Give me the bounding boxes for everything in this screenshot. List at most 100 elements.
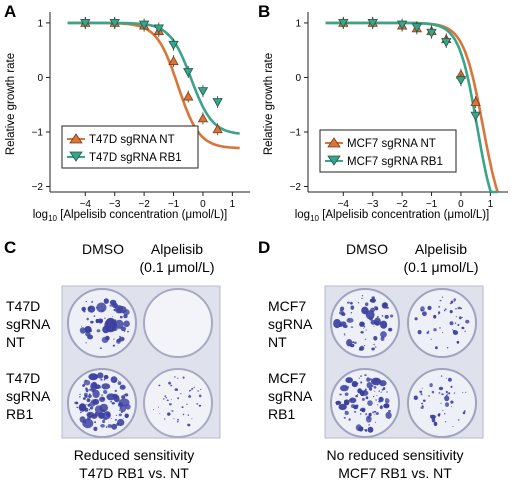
colony — [350, 305, 355, 310]
legend-label-nt-a: T47D sgRNA NT — [89, 134, 175, 146]
x-tick-label-a: −3 — [109, 199, 121, 210]
colony — [197, 390, 199, 392]
colony — [438, 392, 441, 394]
row-label-d-1-line3: NT — [268, 334, 287, 350]
x-tick-label-b: 0 — [458, 199, 464, 210]
colony — [360, 331, 364, 334]
colony — [92, 389, 100, 399]
data-point-b-rb1 — [470, 111, 481, 121]
colony — [187, 423, 191, 427]
colony — [377, 315, 379, 318]
x-axis-title-a: log10 [Alpelisib concentration (μmol/L)] — [33, 209, 228, 223]
colony — [153, 409, 155, 411]
plot-area-b: −2 −1 0 1 −4 −3 −2 −1 0 1 — [290, 12, 508, 210]
colony — [369, 298, 374, 303]
colony — [344, 400, 346, 402]
legend-b: MCF7 sgRNA NT MCF7 sgRNA RB1 — [319, 129, 457, 173]
colony — [189, 389, 192, 391]
colony — [357, 388, 363, 394]
colony — [449, 310, 453, 314]
colony — [373, 380, 375, 382]
col-head-dose-c: (0.1 μmol/L) — [140, 259, 215, 275]
colony — [384, 398, 390, 404]
y-axis-title-a: Relative growth rate — [5, 53, 17, 155]
colony — [373, 395, 375, 398]
colony — [93, 315, 96, 317]
panel-c: C DMSO Alpelisib (0.1 μmol/L) T47D sgRNA… — [4, 238, 221, 481]
col-head-dmso-c: DMSO — [82, 241, 124, 257]
colony — [79, 411, 82, 414]
colony — [355, 395, 358, 398]
col-head-dose-d: (0.1 μmol/L) — [404, 259, 479, 275]
row-label-d-2-line1: MCF7 — [268, 370, 306, 386]
legend-label-rb1-a: T47D sgRNA RB1 — [89, 152, 182, 164]
colony — [463, 410, 466, 413]
colony — [173, 418, 175, 420]
colony — [382, 387, 386, 390]
colony — [112, 324, 117, 328]
colony — [89, 406, 94, 410]
colony — [386, 391, 388, 393]
colony — [182, 376, 185, 379]
colony — [122, 418, 124, 419]
row-label-d-2-line3: RB1 — [268, 406, 295, 422]
colony — [365, 302, 369, 307]
colony — [444, 310, 446, 312]
colony — [163, 398, 165, 400]
colony — [112, 316, 114, 318]
colony — [447, 393, 449, 395]
colony — [445, 390, 448, 394]
colony — [93, 426, 98, 431]
colony — [351, 381, 358, 388]
x-tick-label-a: −4 — [80, 199, 92, 210]
colony — [120, 326, 127, 332]
colony — [384, 314, 389, 319]
colony — [464, 330, 466, 333]
colony — [111, 423, 118, 430]
colony — [462, 411, 466, 415]
colony — [111, 418, 113, 419]
colony — [115, 319, 124, 329]
colony — [430, 414, 436, 419]
colony — [428, 395, 430, 397]
data-point-a-rb1 — [183, 68, 194, 78]
colony — [374, 410, 377, 413]
y-axis-title-b: Relative growth rate — [263, 53, 275, 155]
colony — [450, 400, 454, 404]
colony — [180, 393, 182, 395]
colony — [347, 301, 350, 304]
colony — [350, 301, 353, 305]
colony — [79, 327, 86, 334]
colony — [118, 403, 121, 406]
well-c-dmso-nt — [67, 288, 137, 358]
colony — [187, 414, 190, 416]
colony — [450, 385, 453, 388]
colony — [85, 396, 88, 398]
caption-d-line1: No reduced sensitivity — [327, 447, 464, 463]
colony — [344, 334, 346, 336]
colony — [361, 306, 369, 315]
data-point-a-rb1 — [138, 20, 150, 30]
y-tick-label-a: −2 — [32, 182, 44, 193]
colony — [445, 377, 447, 379]
colony — [430, 338, 432, 340]
colony — [372, 411, 375, 414]
x-tick-label-a: −2 — [138, 199, 150, 210]
colony — [447, 399, 449, 401]
colony — [103, 298, 109, 304]
colony — [118, 413, 122, 417]
colony — [339, 393, 342, 396]
colony — [442, 331, 444, 334]
colony — [97, 372, 104, 379]
colony — [119, 409, 120, 411]
colony — [83, 380, 91, 386]
x-axis-title-b: log10 [Alpelisib concentration (μmol/L)] — [295, 209, 490, 223]
colony — [458, 316, 462, 320]
colony — [448, 392, 451, 395]
colony — [444, 402, 450, 407]
colony — [360, 381, 363, 384]
colony — [164, 395, 166, 398]
fit-curve-b-rb1 — [325, 21, 498, 194]
colony — [422, 311, 427, 317]
x-tick-label-b: −3 — [367, 199, 379, 210]
